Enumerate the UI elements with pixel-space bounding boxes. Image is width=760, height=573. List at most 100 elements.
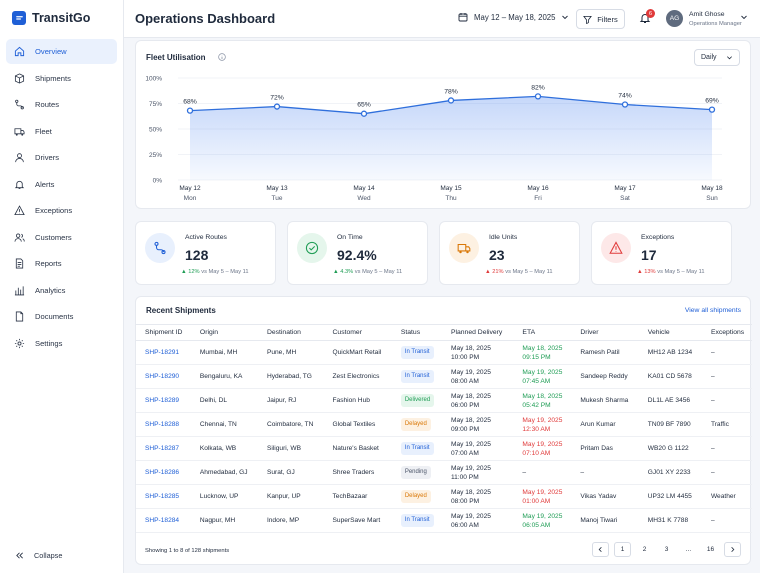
column-header[interactable]: Driver xyxy=(571,324,639,341)
sidebar-item-shipments[interactable]: Shipments xyxy=(6,66,117,91)
column-header[interactable]: Planned Delivery xyxy=(441,324,514,341)
collapse-button[interactable]: Collapse xyxy=(15,551,62,560)
app-logo[interactable]: TransitGo xyxy=(0,0,123,36)
eta: May 19, 2025 01:00 AM xyxy=(513,484,572,509)
pagination-ellipsis[interactable]: ... xyxy=(685,546,692,553)
sidebar-item-documents[interactable]: Documents xyxy=(6,304,117,329)
status-cell: In Transit xyxy=(391,508,442,533)
destination: Kanpur, UP xyxy=(257,484,324,509)
y-tick-label: 25% xyxy=(149,152,162,159)
shipment-id-link[interactable]: SHP-18288 xyxy=(136,412,191,437)
table-row[interactable]: SHP-18284 Nagpur, MH Indore, MP SuperSav… xyxy=(136,508,752,533)
sidebar-item-fleet[interactable]: Fleet xyxy=(6,119,117,144)
view-all-shipments-link[interactable]: View all shipments xyxy=(684,307,741,314)
sidebar-item-routes[interactable]: Routes xyxy=(6,92,117,117)
planned-date: May 18, 2025 xyxy=(450,416,491,424)
table-row[interactable]: SHP-18287 Kolkata, WB Siliguri, WB Natur… xyxy=(136,436,752,461)
status-cell: Pending xyxy=(391,460,442,485)
destination: Surat, GJ xyxy=(257,460,324,485)
exceptions: – xyxy=(701,460,752,485)
table-row[interactable]: SHP-18286 Ahmedabad, GJ Surat, GJ Shree … xyxy=(136,460,752,485)
customer: Zest Electronics xyxy=(323,364,392,389)
sidebar-item-overview[interactable]: Overview xyxy=(6,39,117,64)
customer: Fashion Hub xyxy=(323,388,392,413)
x-tick-label: May 12 xyxy=(179,185,201,192)
status-cell: Delayed xyxy=(391,484,442,509)
sidebar-item-exceptions[interactable]: Exceptions xyxy=(6,198,117,223)
column-header[interactable]: Exceptions xyxy=(701,324,752,341)
column-header[interactable]: Customer xyxy=(323,324,392,341)
notification-count-badge: 6 xyxy=(646,9,655,18)
column-header[interactable]: Origin xyxy=(190,324,258,341)
page-button[interactable]: 1 xyxy=(614,542,631,557)
shipment-id-link[interactable]: SHP-18291 xyxy=(136,340,191,365)
info-icon[interactable] xyxy=(218,53,226,61)
origin: Kolkata, WB xyxy=(190,436,258,461)
eta-date: May 18, 2025 xyxy=(522,344,563,352)
shipment-id-link[interactable]: SHP-18290 xyxy=(136,364,191,389)
table-row[interactable]: SHP-18290 Bengaluru, KA Hyderabad, TG Ze… xyxy=(136,364,752,389)
next-page-button[interactable] xyxy=(724,542,741,557)
filters-button[interactable]: Filters xyxy=(576,9,625,29)
column-header[interactable]: Status xyxy=(391,324,442,341)
exceptions: Traffic xyxy=(701,412,752,437)
planned-date: May 19, 2025 xyxy=(450,440,491,448)
planned-date: May 19, 2025 xyxy=(450,368,491,376)
sidebar-item-settings[interactable]: Settings xyxy=(6,331,117,356)
shipment-id-link[interactable]: SHP-18284 xyxy=(136,508,191,533)
kpi-card-active-routes[interactable]: Active Routes 128 ▲ 12% vs May 5 – May 1… xyxy=(135,221,276,285)
date-range-picker[interactable]: May 12 – May 18, 2025 xyxy=(458,12,569,22)
bell-icon xyxy=(14,180,25,189)
date-range-label: May 12 – May 18, 2025 xyxy=(474,12,556,22)
page-button[interactable]: 2 xyxy=(642,546,647,553)
planned-time: 08:00 AM xyxy=(450,377,479,385)
period-select[interactable]: Daily xyxy=(694,49,740,66)
table-row[interactable]: SHP-18289 Delhi, DL Jaipur, RJ Fashion H… xyxy=(136,388,752,413)
page-button[interactable]: 16 xyxy=(706,546,715,553)
table-title: Recent Shipments xyxy=(146,306,216,315)
user-menu-chevron-icon[interactable] xyxy=(740,13,748,21)
planned-delivery: May 19, 2025 11:00 PM xyxy=(441,460,514,485)
shipment-id-link[interactable]: SHP-18285 xyxy=(136,484,191,509)
sidebar-item-label: Settings xyxy=(35,338,63,348)
planned-time: 07:00 AM xyxy=(450,449,479,457)
sidebar-item-customers[interactable]: Customers xyxy=(6,225,117,250)
sidebar-item-label: Customers xyxy=(35,232,72,242)
avatar[interactable]: AG xyxy=(666,10,683,27)
table-row[interactable]: SHP-18288 Chennai, TN Coimbatore, TN Glo… xyxy=(136,412,752,437)
kpi-card-on-time[interactable]: On Time 92.4% ▲ 4.3% vs May 5 – May 11 xyxy=(287,221,428,285)
kpi-delta-value: 12% xyxy=(188,269,200,275)
table-header-row: Shipment ID Origin Destination Customer Stat… xyxy=(136,324,752,341)
eta-date: May 18, 2025 xyxy=(522,392,563,400)
planned-delivery: May 18, 2025 08:00 PM xyxy=(441,484,514,509)
data-label: 68% xyxy=(183,99,197,106)
prev-page-button[interactable] xyxy=(592,542,609,557)
shipment-id-link[interactable]: SHP-18287 xyxy=(136,436,191,461)
column-header[interactable]: Vehicle xyxy=(638,324,702,341)
table-row[interactable]: SHP-18285 Lucknow, UP Kanpur, UP TechBaz… xyxy=(136,484,752,509)
status-badge: In Transit xyxy=(400,514,434,527)
user-role: Operations Manager xyxy=(689,21,742,27)
column-header[interactable]: Destination xyxy=(257,324,324,341)
eta: – xyxy=(513,460,572,485)
kpi-card-exceptions[interactable]: Exceptions 17 ▲ 13% vs May 5 – May 11 xyxy=(591,221,732,285)
kpi-delta-compare: vs May 5 – May 11 xyxy=(354,269,403,275)
column-header[interactable]: Shipment ID xyxy=(136,324,191,341)
shipment-id-link[interactable]: SHP-18289 xyxy=(136,388,191,413)
sidebar-item-reports[interactable]: Reports xyxy=(6,251,117,276)
column-header[interactable]: ETA xyxy=(513,324,572,341)
filters-label: Filters xyxy=(597,14,618,24)
sidebar-item-analytics[interactable]: Analytics xyxy=(6,278,117,303)
table-row[interactable]: SHP-18291 Mumbai, MH Pune, MH QuickMart … xyxy=(136,340,752,365)
customer: SuperSave Mart xyxy=(323,508,392,533)
sidebar-item-alerts[interactable]: Alerts xyxy=(6,172,117,197)
kpi-card-idle-units[interactable]: Idle Units 23 ▲ 21% vs May 5 – May 11 xyxy=(439,221,580,285)
page-button[interactable]: 3 xyxy=(664,546,669,553)
kpi-delta: ▲ 13% vs May 5 – May 11 xyxy=(637,269,705,275)
data-label: 82% xyxy=(531,84,545,91)
sidebar-item-drivers[interactable]: Drivers xyxy=(6,145,117,170)
x-tick-day-label: Wed xyxy=(357,195,371,202)
shipment-id-link[interactable]: SHP-18286 xyxy=(136,460,191,485)
sidebar: TransitGo Overview Shipments Routes Fleet Dr… xyxy=(0,0,124,573)
user-icon xyxy=(15,153,24,163)
